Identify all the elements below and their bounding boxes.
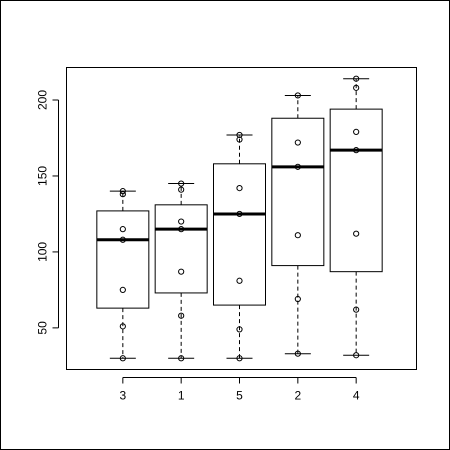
y-tick-label: 50 xyxy=(36,321,50,335)
interquartile-box xyxy=(96,210,150,309)
data-point xyxy=(119,286,126,293)
data-point xyxy=(236,131,243,139)
data-point xyxy=(236,326,243,333)
data-point xyxy=(119,226,126,233)
data-point xyxy=(236,185,243,192)
box-3 xyxy=(96,190,150,359)
points-5 xyxy=(236,131,243,362)
data-point xyxy=(178,268,185,275)
x-tick-label-5: 5 xyxy=(236,389,243,403)
data-point xyxy=(294,139,301,146)
data-point xyxy=(294,232,301,239)
data-point xyxy=(178,180,185,187)
data-point xyxy=(353,75,360,82)
box-5 xyxy=(213,134,266,359)
data-point xyxy=(353,147,360,154)
data-point xyxy=(119,236,126,243)
data-point xyxy=(353,230,360,237)
interquartile-box xyxy=(329,108,383,273)
points-2 xyxy=(294,92,301,357)
data-point xyxy=(119,191,126,198)
box-2 xyxy=(271,94,325,355)
points-4 xyxy=(353,75,360,359)
data-point xyxy=(236,277,243,284)
y-axis: 50 100 150 200 xyxy=(36,90,59,335)
x-tick-label-1: 1 xyxy=(178,389,185,403)
interquartile-box xyxy=(271,117,325,267)
x-axis: 3 1 5 2 4 xyxy=(119,377,360,403)
data-point xyxy=(353,352,360,359)
data-point xyxy=(236,136,243,143)
data-point xyxy=(119,188,126,195)
interquartile-box xyxy=(154,204,208,294)
data-point xyxy=(353,84,360,91)
data-point xyxy=(119,355,126,362)
box-1 xyxy=(154,183,208,359)
interquartile-box xyxy=(213,163,266,306)
plot-area-border xyxy=(66,67,417,370)
data-point xyxy=(178,226,185,233)
data-point xyxy=(236,210,243,218)
data-point xyxy=(353,128,360,136)
data-point xyxy=(353,306,360,313)
data-point xyxy=(294,92,301,99)
points-1 xyxy=(178,180,185,362)
box-series xyxy=(96,78,383,359)
points-3 xyxy=(119,188,126,362)
x-tick-label-4: 4 xyxy=(353,389,360,403)
y-tick-label: 150 xyxy=(36,166,50,186)
data-point xyxy=(294,163,301,170)
data-point xyxy=(294,350,301,357)
box-4 xyxy=(329,78,383,356)
data-point xyxy=(178,355,185,362)
data-point xyxy=(178,312,185,319)
x-tick-label-3: 3 xyxy=(119,389,126,403)
y-tick-label: 100 xyxy=(36,242,50,262)
data-point xyxy=(178,186,185,193)
data-point xyxy=(294,295,301,303)
y-tick-label: 200 xyxy=(36,90,50,110)
point-series xyxy=(119,75,360,362)
data-point xyxy=(236,355,243,362)
x-tick-label-2: 2 xyxy=(294,389,301,403)
data-point xyxy=(119,323,126,330)
data-point xyxy=(178,218,185,225)
